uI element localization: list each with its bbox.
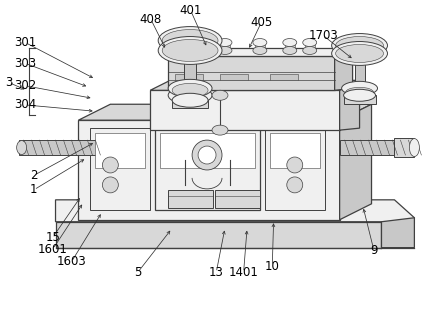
Polygon shape: [168, 49, 353, 56]
Polygon shape: [344, 95, 376, 104]
Ellipse shape: [212, 125, 228, 135]
Ellipse shape: [283, 46, 297, 54]
Polygon shape: [78, 120, 340, 220]
Bar: [265, 128, 325, 210]
Bar: [160, 133, 255, 168]
Ellipse shape: [168, 86, 212, 104]
Ellipse shape: [102, 177, 118, 193]
Ellipse shape: [253, 46, 267, 54]
Text: 405: 405: [250, 16, 272, 29]
Ellipse shape: [188, 46, 202, 54]
Ellipse shape: [168, 79, 212, 97]
Text: 408: 408: [140, 13, 162, 26]
Ellipse shape: [172, 83, 208, 97]
Text: 301: 301: [14, 36, 36, 49]
Text: 1401: 1401: [229, 266, 259, 279]
Polygon shape: [354, 45, 365, 88]
Ellipse shape: [17, 141, 27, 155]
Ellipse shape: [158, 27, 222, 54]
Bar: [155, 128, 260, 210]
Ellipse shape: [218, 46, 232, 54]
Polygon shape: [340, 80, 360, 130]
Text: 1703: 1703: [308, 29, 338, 42]
Ellipse shape: [158, 36, 222, 64]
Text: 2: 2: [30, 169, 38, 182]
Ellipse shape: [253, 39, 267, 46]
Ellipse shape: [346, 87, 373, 97]
Ellipse shape: [336, 44, 384, 62]
Text: 304: 304: [14, 99, 36, 111]
Polygon shape: [55, 200, 414, 224]
Bar: [270, 133, 320, 168]
Bar: [270, 74, 298, 80]
Bar: [190, 43, 200, 51]
Ellipse shape: [102, 157, 118, 173]
Polygon shape: [78, 104, 372, 120]
Polygon shape: [168, 56, 334, 90]
Text: 15: 15: [45, 231, 60, 244]
Text: 1: 1: [30, 183, 38, 196]
Ellipse shape: [188, 39, 202, 46]
Text: 401: 401: [179, 4, 202, 17]
Polygon shape: [334, 49, 353, 90]
Ellipse shape: [287, 177, 303, 193]
Bar: [305, 43, 315, 51]
Ellipse shape: [283, 39, 297, 46]
Polygon shape: [381, 218, 414, 248]
Ellipse shape: [303, 39, 317, 46]
Ellipse shape: [162, 40, 218, 62]
Bar: [95, 133, 145, 168]
Polygon shape: [184, 41, 196, 90]
Text: 1603: 1603: [56, 255, 86, 269]
Bar: [220, 74, 248, 80]
Text: 303: 303: [14, 57, 36, 70]
Polygon shape: [172, 100, 208, 108]
Polygon shape: [340, 104, 372, 220]
Text: 5: 5: [134, 266, 141, 279]
Ellipse shape: [192, 140, 222, 170]
Text: 10: 10: [265, 260, 280, 273]
Ellipse shape: [162, 30, 218, 52]
Polygon shape: [394, 138, 414, 157]
Polygon shape: [150, 80, 360, 90]
Ellipse shape: [332, 33, 388, 57]
Ellipse shape: [287, 157, 303, 173]
Text: 3: 3: [5, 76, 12, 89]
Bar: [220, 43, 230, 51]
Polygon shape: [150, 90, 340, 130]
Ellipse shape: [344, 89, 376, 101]
Polygon shape: [340, 140, 394, 155]
Ellipse shape: [212, 90, 228, 100]
Ellipse shape: [332, 42, 388, 65]
Bar: [285, 43, 295, 51]
Ellipse shape: [336, 36, 384, 54]
Polygon shape: [55, 222, 381, 248]
Text: 1601: 1601: [38, 243, 68, 256]
Bar: [168, 190, 213, 208]
Ellipse shape: [198, 146, 216, 164]
Bar: [175, 74, 203, 80]
Ellipse shape: [342, 81, 377, 95]
Text: 302: 302: [14, 79, 36, 92]
Bar: [215, 190, 260, 208]
Bar: [255, 43, 265, 51]
Bar: [90, 128, 150, 210]
Ellipse shape: [409, 138, 420, 156]
Ellipse shape: [303, 46, 317, 54]
Ellipse shape: [172, 93, 208, 107]
Ellipse shape: [218, 39, 232, 46]
Text: 13: 13: [209, 266, 224, 279]
Polygon shape: [19, 140, 101, 155]
Text: 9: 9: [370, 244, 377, 257]
